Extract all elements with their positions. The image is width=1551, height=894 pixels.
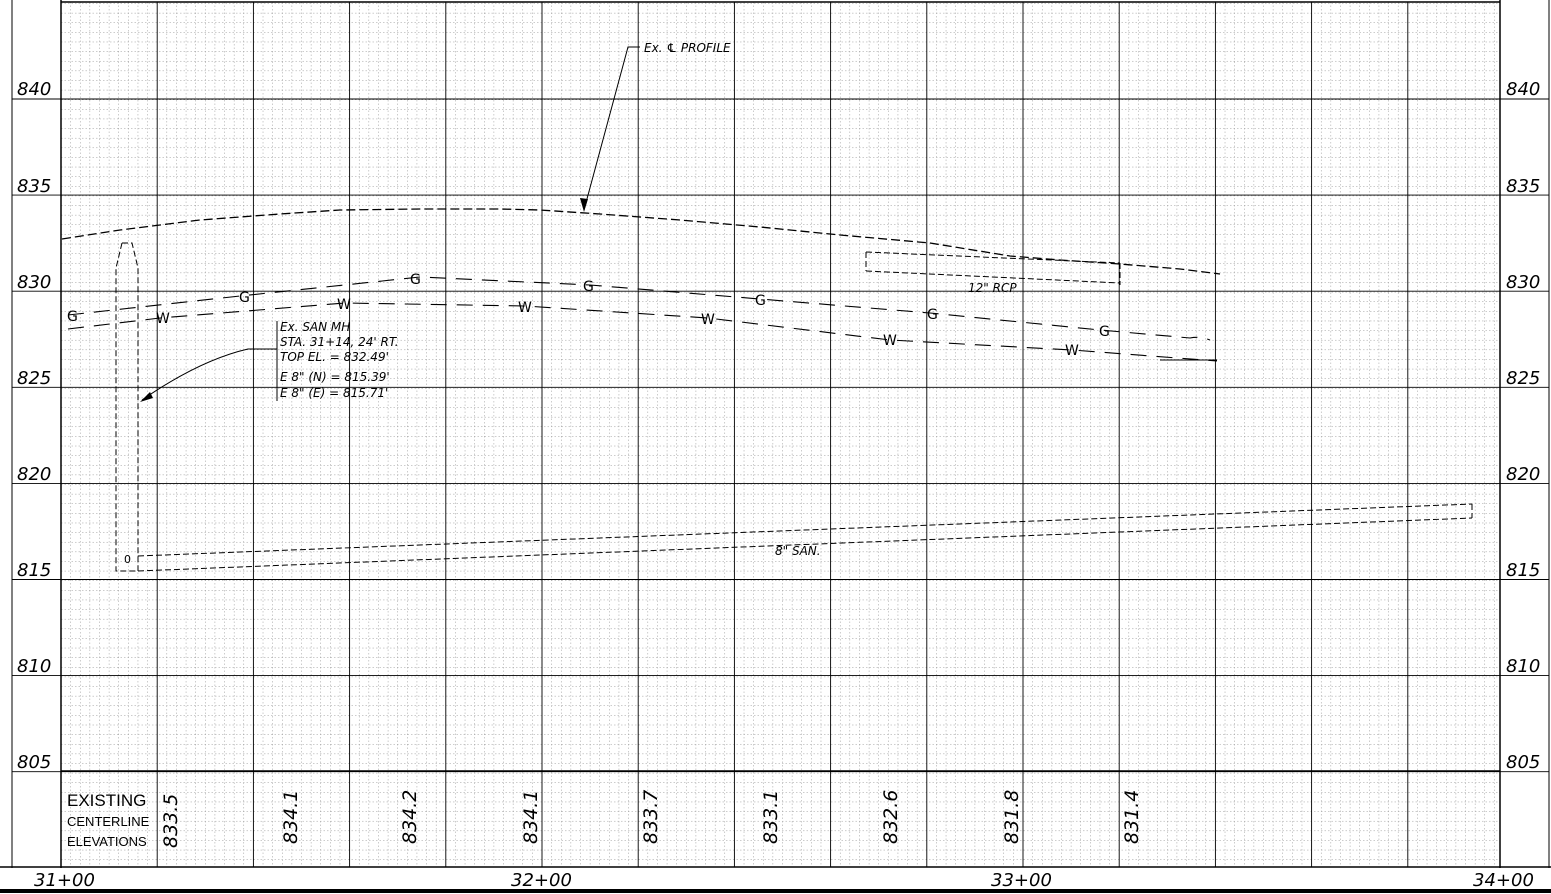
station-labels: 31+00 32+00 33+00 34+00 <box>34 870 1534 891</box>
sanitary-manhole <box>115 242 139 572</box>
centerline-elevation: 834.1 <box>280 790 302 844</box>
gas-marker: G <box>583 279 594 295</box>
table-title-line2: CENTERLINE <box>67 814 150 829</box>
elevation-label: 805 <box>17 752 51 773</box>
elevation-label: 815 <box>1506 560 1540 581</box>
elevation-labels-right: 840 835 830 825 820 815 810 805 <box>1506 79 1540 773</box>
water-marker: W <box>1065 343 1079 359</box>
elevation-label: 820 <box>1506 464 1540 485</box>
manhole-note-line: TOP EL. = 832.49' <box>280 350 389 364</box>
station-label: 31+00 <box>34 870 95 891</box>
gas-marker: G <box>927 307 938 323</box>
manhole-note-line: Ex. SAN MH <box>280 320 350 334</box>
profile-label: Ex. ℄ PROFILE <box>644 41 731 55</box>
station-label: 33+00 <box>991 870 1052 891</box>
gas-marker: G <box>239 290 250 306</box>
elevation-label: 825 <box>17 368 51 389</box>
manhole-annotation: Ex. SAN MH STA. 31+14, 24' RT. TOP EL. =… <box>280 320 399 400</box>
water-marker: W <box>518 300 532 316</box>
existing-centerline-profile <box>61 208 1221 275</box>
sanitary-pipe <box>137 503 1473 572</box>
rcp-label: 12" RCP <box>968 281 1017 295</box>
table-title-line3: ELEVATIONS <box>67 834 147 849</box>
water-marker: W <box>337 297 351 313</box>
rcp-pipe <box>865 251 1121 285</box>
water-marker: W <box>883 333 897 349</box>
elevation-label: 840 <box>1506 79 1540 100</box>
gas-line <box>67 276 1211 341</box>
sanitary-label: 8" SAN. <box>775 544 821 558</box>
manhole-note-line: E 8" (E) = 815.71' <box>280 386 388 400</box>
water-marker: W <box>701 312 715 328</box>
elevation-label: 825 <box>1506 368 1540 389</box>
centerline-elevation: 832.6 <box>880 790 902 844</box>
manhole-leader <box>140 321 278 402</box>
table-title-line1: EXISTING <box>67 791 146 810</box>
centerline-elevation: 831.8 <box>1001 790 1023 844</box>
centerline-elevation: 831.4 <box>1121 790 1143 844</box>
elevation-label: 815 <box>17 560 51 581</box>
gas-marker: G <box>67 309 78 325</box>
centerline-elevation: 833.1 <box>760 790 782 844</box>
water-marker: W <box>156 311 170 327</box>
station-label: 34+00 <box>1473 870 1534 891</box>
centerline-elevation: 833.7 <box>640 790 662 844</box>
elevation-label: 830 <box>1506 272 1540 293</box>
elevation-label: 810 <box>17 656 51 677</box>
manhole-invert-mark: 0 <box>124 553 131 566</box>
elevation-label: 820 <box>17 464 51 485</box>
centerline-elevation: 834.2 <box>399 790 421 844</box>
elevation-labels-left: 840 835 830 825 820 815 810 805 <box>17 79 51 773</box>
profile-leader <box>580 46 640 212</box>
elevation-label: 810 <box>1506 656 1540 677</box>
gas-marker: G <box>410 272 421 288</box>
elevation-label: 840 <box>17 79 51 100</box>
water-markers: W W W W W W <box>156 297 1079 359</box>
water-line <box>67 302 1218 362</box>
gas-marker: G <box>1099 324 1110 340</box>
gas-marker: G <box>755 293 766 309</box>
elevation-label: 830 <box>17 272 51 293</box>
elevation-label: 835 <box>1506 176 1540 197</box>
manhole-note-line: E 8" (N) = 815.39' <box>280 370 390 384</box>
manhole-note-line: STA. 31+14, 24' RT. <box>280 335 399 349</box>
centerline-elevation: 833.5 <box>160 794 182 848</box>
centerline-elevation: 834.1 <box>520 790 542 844</box>
elevation-label: 835 <box>17 176 51 197</box>
elevation-label: 805 <box>1506 752 1540 773</box>
elevation-table: EXISTING CENTERLINE ELEVATIONS 833.5 834… <box>67 790 1143 849</box>
gas-markers: G G G G G G G <box>67 272 1110 340</box>
station-label: 32+00 <box>511 870 572 891</box>
